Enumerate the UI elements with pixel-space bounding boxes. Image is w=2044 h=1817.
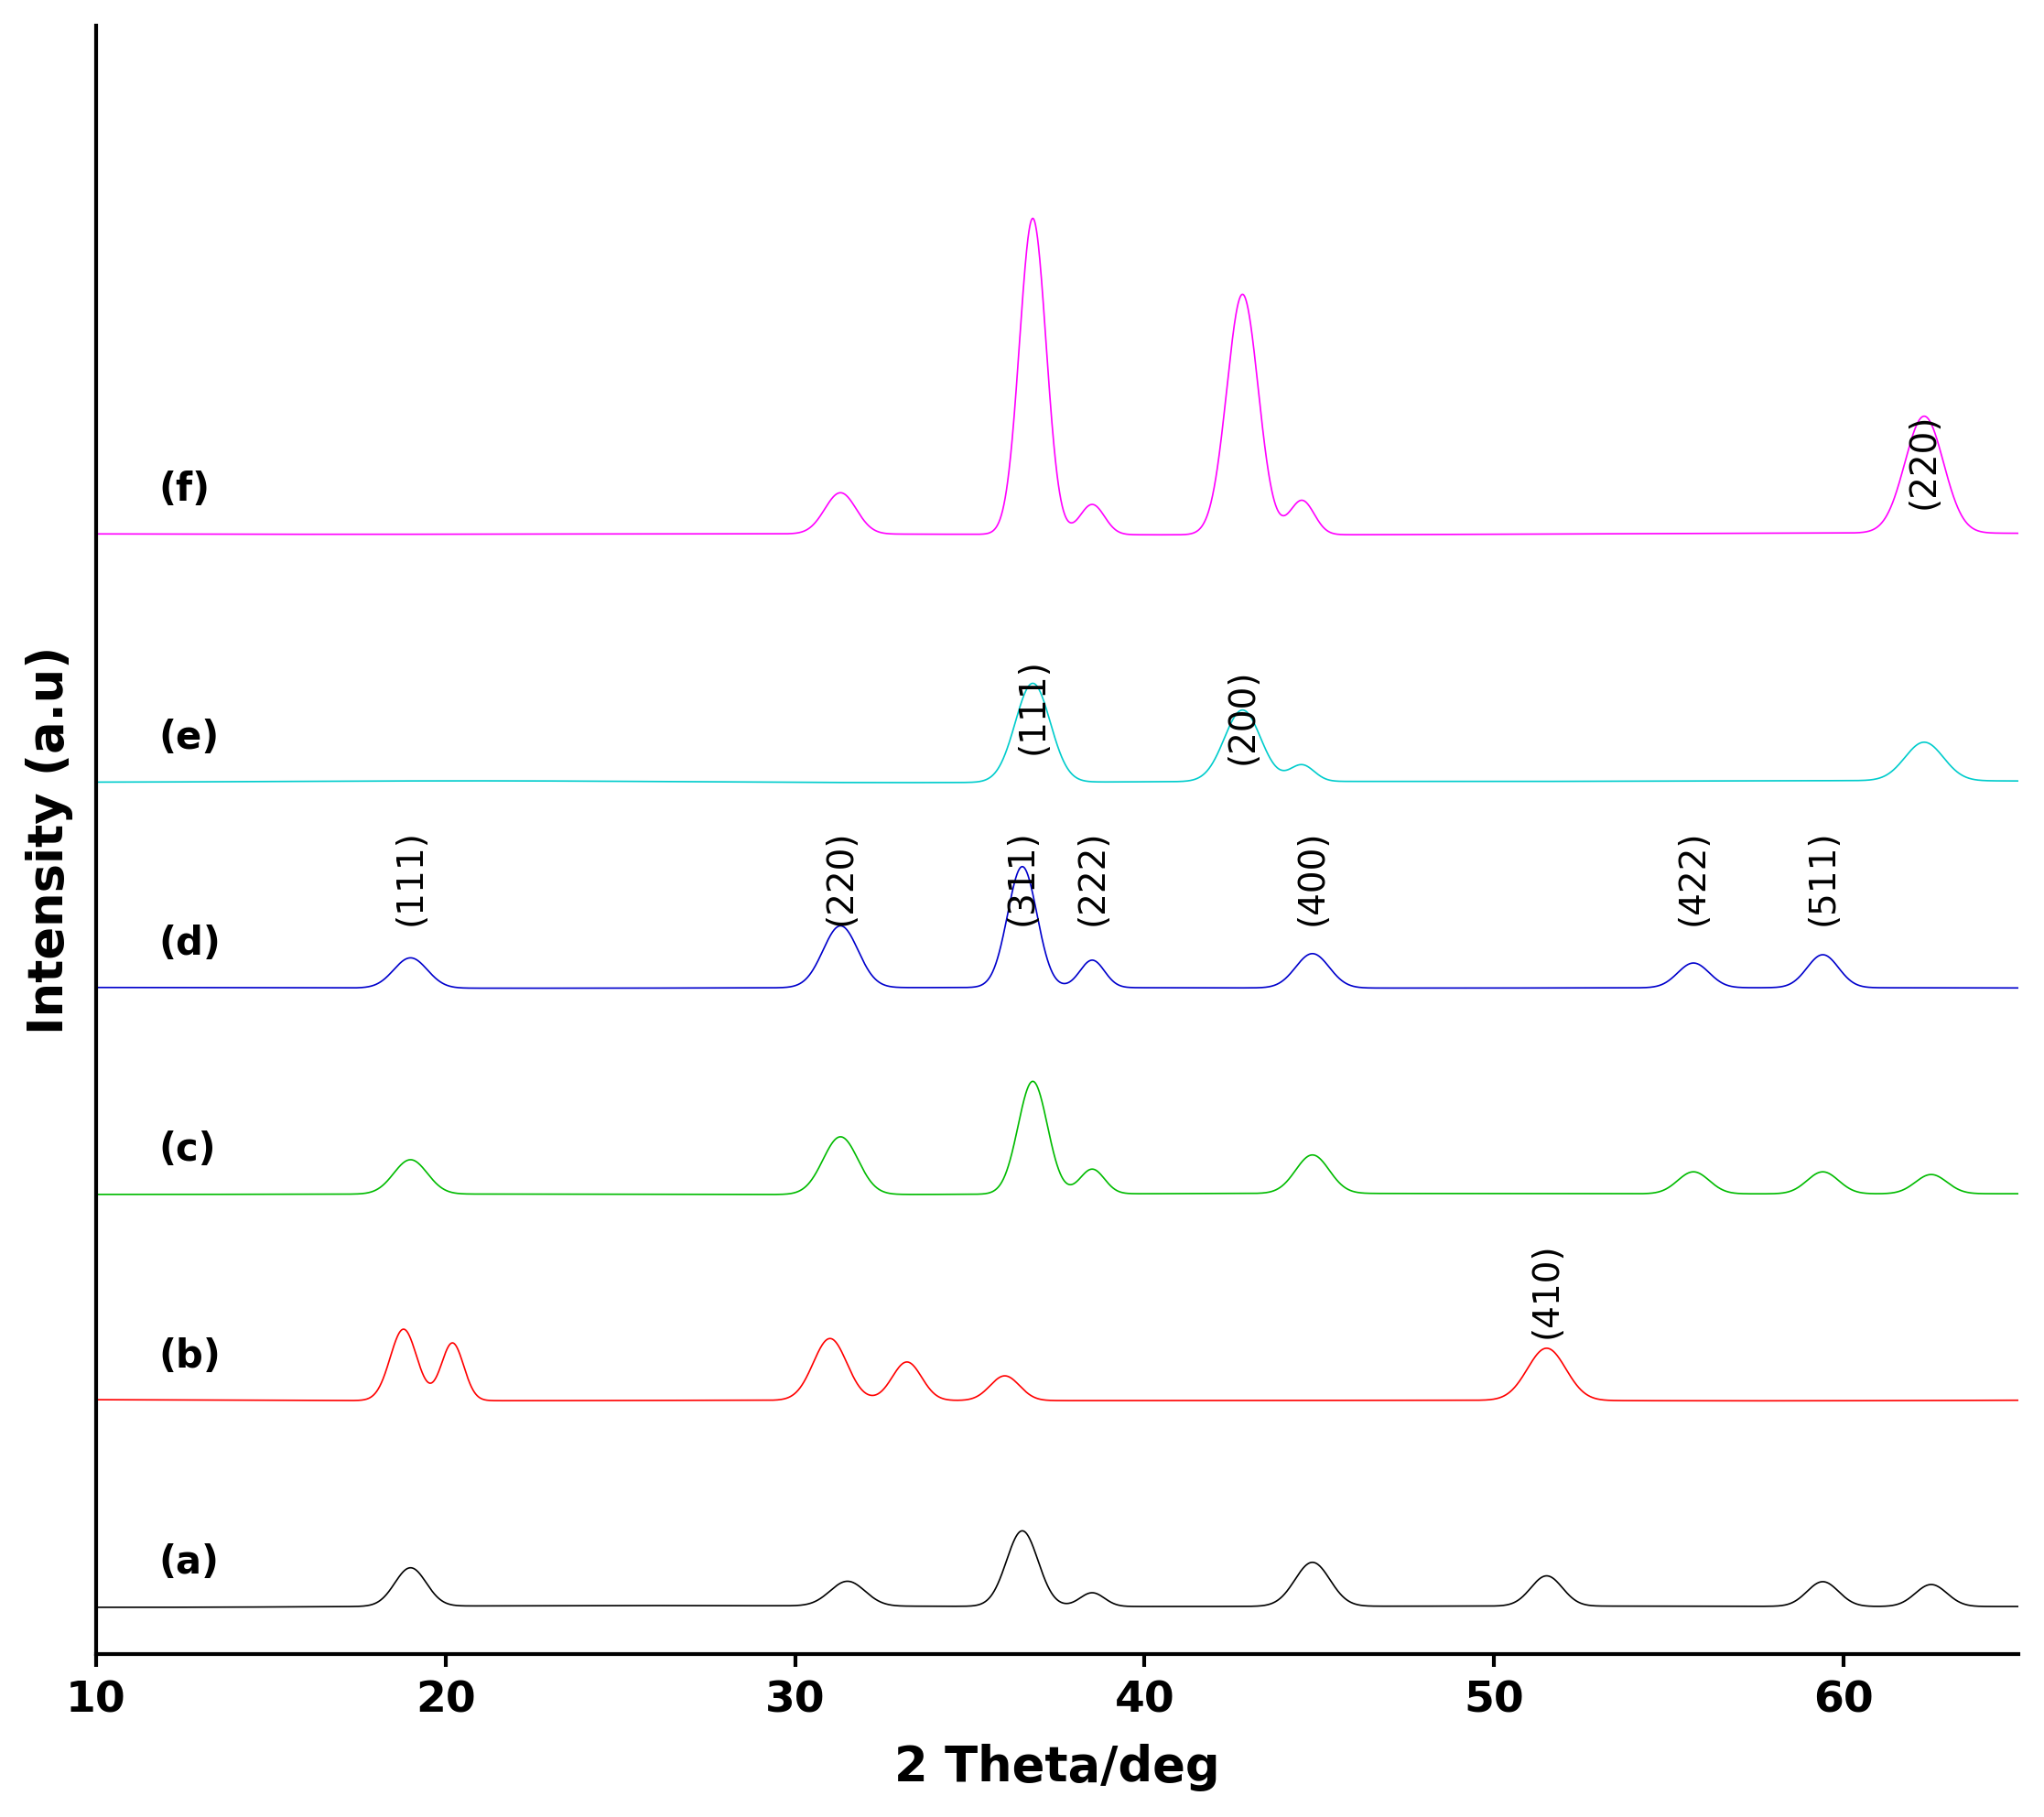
Text: (111): (111) (1016, 658, 1051, 754)
Text: (c): (c) (159, 1130, 217, 1168)
Text: (220): (220) (1907, 414, 1942, 509)
Text: (410): (410) (1529, 1243, 1564, 1337)
Text: (400): (400) (1296, 830, 1331, 925)
Text: (a): (a) (159, 1543, 219, 1581)
Y-axis label: Intensity (a.u): Intensity (a.u) (25, 645, 74, 1034)
Text: (f): (f) (159, 471, 211, 509)
Text: (d): (d) (159, 925, 221, 963)
Text: (222): (222) (1075, 830, 1110, 925)
Text: (311): (311) (1006, 830, 1040, 925)
Text: (220): (220) (824, 830, 858, 925)
Text: (511): (511) (1805, 830, 1840, 925)
Text: (b): (b) (159, 1337, 221, 1375)
Text: (422): (422) (1676, 830, 1711, 925)
Text: (111): (111) (392, 830, 427, 925)
Text: (e): (e) (159, 718, 219, 756)
Text: (200): (200) (1224, 669, 1259, 765)
X-axis label: 2 Theta/deg: 2 Theta/deg (895, 1744, 1220, 1792)
